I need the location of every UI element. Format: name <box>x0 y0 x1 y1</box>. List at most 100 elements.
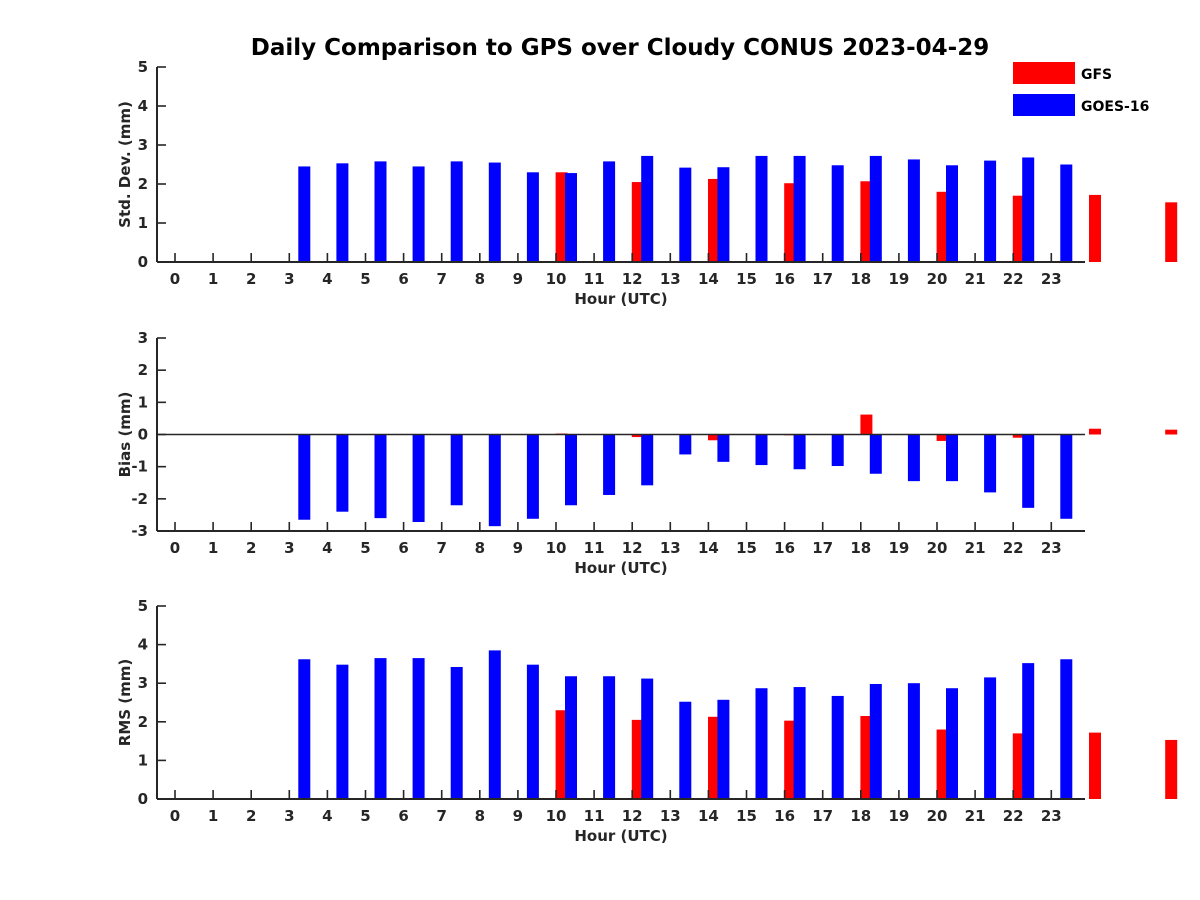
chart-title: Daily Comparison to GPS over Cloudy CONU… <box>251 35 989 61</box>
bar-gfs-3 <box>555 710 568 799</box>
bar-goes-16-8 <box>488 434 501 527</box>
x-tick-label: 9 <box>513 807 523 825</box>
x-tick-label: 15 <box>736 539 757 557</box>
bar-goes-16-13 <box>679 434 692 455</box>
bar-goes-16-19 <box>907 159 920 262</box>
x-tick-label: 13 <box>660 539 681 557</box>
x-tick-label: 21 <box>965 539 986 557</box>
bar-gfs-5 <box>708 434 720 441</box>
y-tick-label: -1 <box>131 458 148 476</box>
bar-goes-16-21 <box>984 160 997 262</box>
bar-gfs-8 <box>936 191 949 262</box>
bar-goes-16-9 <box>526 664 539 799</box>
bar-goes-16-9 <box>526 434 539 519</box>
legend-label-gfs: GFS <box>1081 67 1112 83</box>
bar-gfs-9 <box>1012 733 1025 799</box>
x-tick-label: 7 <box>436 270 446 288</box>
bar-gfs-4 <box>631 719 644 799</box>
x-tick-label: 4 <box>322 270 332 288</box>
x-axis-label: Hour (UTC) <box>574 290 667 308</box>
y-tick-label: 5 <box>138 597 148 615</box>
x-tick-label: 5 <box>360 270 370 288</box>
bar-goes-16-14 <box>717 167 730 262</box>
bar-goes-16-8 <box>488 162 501 262</box>
x-tick-label: 13 <box>660 270 681 288</box>
y-tick-label: 4 <box>138 636 148 654</box>
bar-goes-16-17 <box>831 695 844 799</box>
bar-goes-16-23 <box>1060 659 1073 799</box>
bar-goes-16-15 <box>755 434 768 466</box>
legend: GFS GOES-16 <box>1013 62 1149 116</box>
bar-goes-16-7 <box>450 434 463 506</box>
y-tick-label: 1 <box>138 751 148 769</box>
x-tick-label: 21 <box>965 807 986 825</box>
bar-goes-16-4 <box>336 434 349 512</box>
bar-goes-16-7 <box>450 161 463 262</box>
bar-goes-16-6 <box>412 658 425 799</box>
x-tick-label: 18 <box>850 807 871 825</box>
x-tick-label: 12 <box>622 807 643 825</box>
bar-goes-16-5 <box>374 161 387 262</box>
bar-goes-16-17 <box>831 165 844 262</box>
x-tick-label: 19 <box>888 539 909 557</box>
x-tick-label: 1 <box>208 539 218 557</box>
x-tick-label: 1 <box>208 270 218 288</box>
bar-gfs-8 <box>936 729 949 799</box>
x-tick-label: 14 <box>698 807 719 825</box>
x-tick-label: 3 <box>284 539 294 557</box>
x-tick-label: 18 <box>850 270 871 288</box>
bar-goes-16-10 <box>565 676 577 799</box>
bar-goes-16-19 <box>907 434 920 482</box>
x-tick-label: 19 <box>888 807 909 825</box>
y-tick-label: 1 <box>138 214 148 232</box>
x-tick-label: 23 <box>1041 807 1062 825</box>
x-axis-label: Hour (UTC) <box>574 827 667 845</box>
x-tick-label: 16 <box>774 807 795 825</box>
bar-gfs-6 <box>784 183 797 262</box>
bar-goes-16-11 <box>603 434 616 495</box>
bar-goes-16-22 <box>1022 157 1035 262</box>
x-tick-label: 5 <box>360 807 370 825</box>
x-tick-label: 12 <box>622 539 643 557</box>
bar-gfs-3 <box>555 172 568 262</box>
bar-gfs-9 <box>1012 434 1025 438</box>
bar-goes-16-14 <box>717 699 730 799</box>
x-tick-label: 23 <box>1041 270 1062 288</box>
bar-goes-16-18 <box>869 434 882 474</box>
x-tick-label: 11 <box>584 539 605 557</box>
bar-goes-16-23 <box>1060 164 1073 262</box>
series-gfs <box>555 710 1178 799</box>
x-tick-label: 22 <box>1003 807 1024 825</box>
bar-goes-16-6 <box>412 166 425 262</box>
bar-gfs-10 <box>1089 194 1101 262</box>
x-tick-label: 2 <box>246 539 256 557</box>
x-tick-label: 13 <box>660 807 681 825</box>
y-tick-label: 4 <box>138 97 148 115</box>
series-gfs <box>555 414 1178 441</box>
bar-goes-16-23 <box>1060 434 1073 519</box>
x-tick-label: 23 <box>1041 539 1062 557</box>
bar-gfs-7 <box>860 716 873 799</box>
bar-gfs-5 <box>708 716 720 799</box>
bar-gfs-11 <box>1165 739 1178 799</box>
x-tick-label: 17 <box>812 539 833 557</box>
x-tick-label: 20 <box>927 807 948 825</box>
x-tick-label: 3 <box>284 270 294 288</box>
x-tick-label: 22 <box>1003 270 1024 288</box>
bar-goes-16-13 <box>679 167 692 262</box>
x-tick-label: 8 <box>475 270 485 288</box>
bar-goes-16-16 <box>793 687 806 799</box>
x-tick-label: 22 <box>1003 539 1024 557</box>
bar-goes-16-7 <box>450 666 463 799</box>
bar-gfs-10 <box>1089 732 1101 799</box>
bar-goes-16-18 <box>869 155 882 262</box>
y-tick-label: 0 <box>138 426 148 444</box>
bar-goes-16-13 <box>679 701 692 799</box>
x-tick-label: 14 <box>698 539 719 557</box>
x-tick-label: 20 <box>927 270 948 288</box>
y-tick-label: 0 <box>138 253 148 271</box>
bar-goes-16-3 <box>298 166 311 262</box>
